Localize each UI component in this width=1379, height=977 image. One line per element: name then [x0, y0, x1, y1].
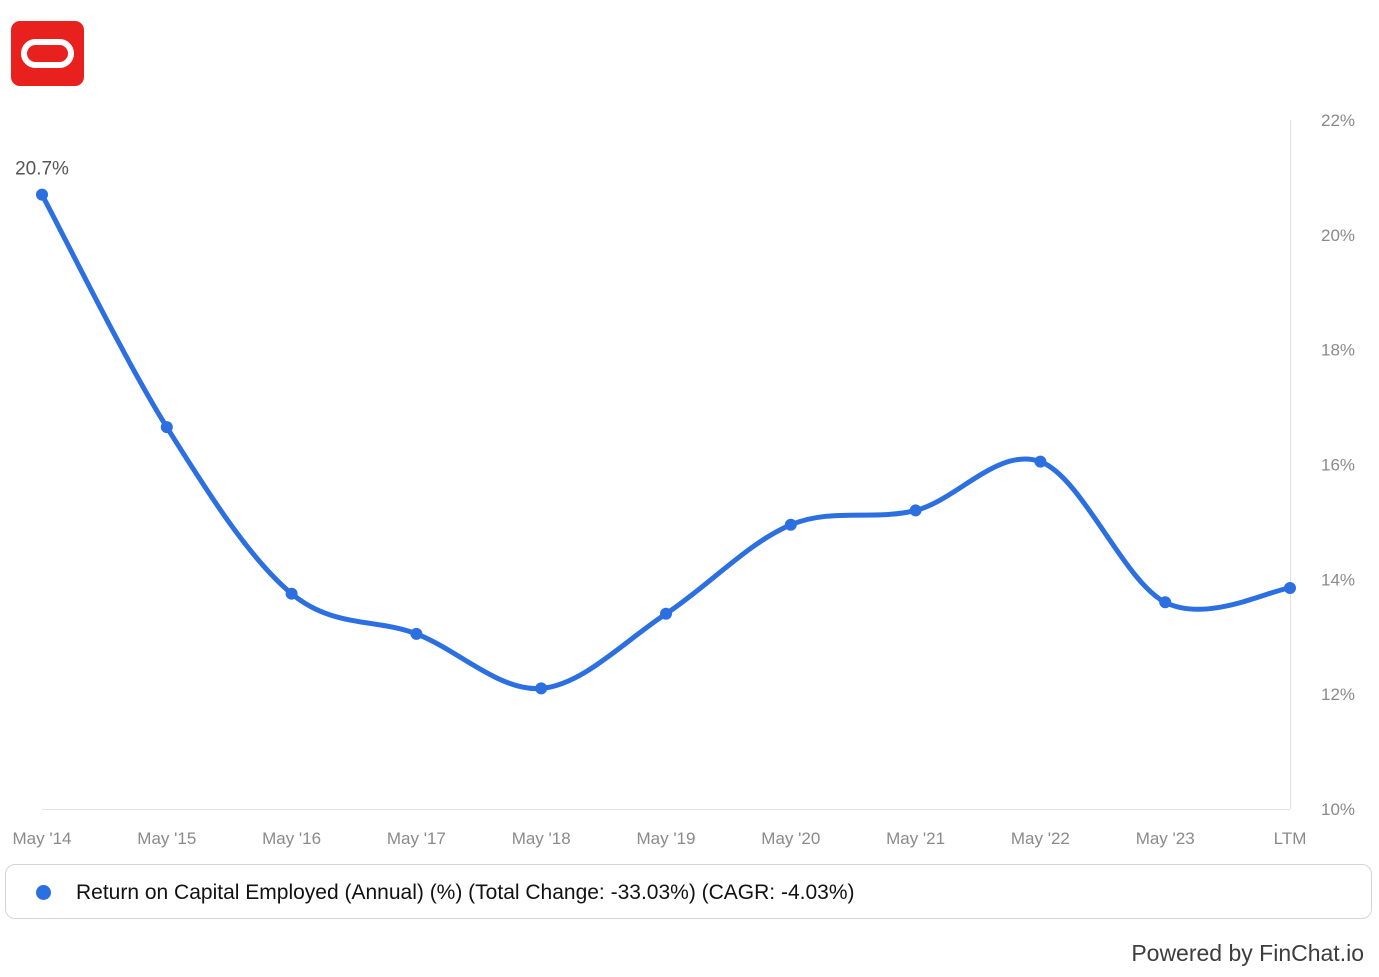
y-tick-label: 20%: [1321, 226, 1355, 245]
y-tick-label: 22%: [1321, 111, 1355, 130]
data-label: 20.7%: [15, 159, 69, 180]
x-tick-label: May '17: [387, 829, 446, 848]
x-tick-label: May '23: [1136, 829, 1195, 848]
data-point[interactable]: [909, 504, 922, 517]
series-line: [39, 192, 1293, 691]
data-point[interactable]: [1159, 596, 1172, 609]
data-point[interactable]: [784, 518, 797, 531]
powered-by-attribution[interactable]: Powered by FinChat.io: [1131, 940, 1364, 966]
data-point[interactable]: [36, 188, 48, 201]
x-tick-label: May '15: [137, 829, 196, 848]
x-tick-label: May '14: [13, 829, 72, 848]
line-chart: 22% 20% 18% 16% 14% 12% 10% May '14 May '15 May '…: [13, 111, 1356, 848]
y-tick-label: 16%: [1321, 456, 1355, 475]
x-tick-label: LTM: [1274, 829, 1307, 848]
x-tick-label: May '16: [262, 829, 321, 848]
oracle-logo-icon: [11, 21, 84, 86]
data-point[interactable]: [285, 587, 298, 600]
x-tick-label: May '18: [512, 829, 571, 848]
x-tick-label: May '22: [1011, 829, 1070, 848]
legend-series-marker: [36, 885, 51, 900]
x-tick-label: May '21: [886, 829, 945, 848]
y-tick-label: 18%: [1321, 341, 1355, 360]
y-tick-label: 10%: [1321, 800, 1355, 819]
data-point[interactable]: [1284, 581, 1296, 594]
data-point[interactable]: [660, 607, 672, 620]
data-point[interactable]: [1034, 455, 1047, 468]
chart-legend[interactable]: Return on Capital Employed (Annual) (%) …: [5, 864, 1372, 919]
legend-series-label: Return on Capital Employed (Annual) (%) …: [76, 881, 855, 904]
y-tick-label: 12%: [1321, 685, 1355, 704]
x-tick-label: May '20: [761, 829, 820, 848]
data-point[interactable]: [410, 627, 423, 640]
y-tick-label: 14%: [1321, 570, 1355, 589]
x-tick-label: May '19: [637, 829, 696, 848]
data-point[interactable]: [160, 421, 173, 434]
data-point[interactable]: [535, 682, 548, 695]
